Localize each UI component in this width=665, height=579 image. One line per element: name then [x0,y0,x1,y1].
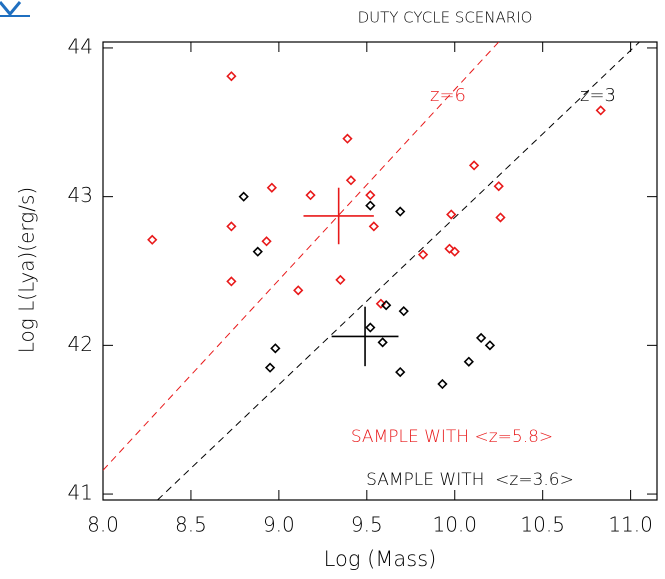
point [595,105,606,116]
point [345,175,357,186]
chart-title: DUTY CYCLE SCENARIO [358,9,533,27]
legend-entry: SAMPLE WITH <z=3.6> [366,470,574,490]
point [261,236,272,247]
line-label: z=6 [430,85,466,106]
point [395,366,406,378]
point [444,243,455,254]
x-tick-label: 8.0 [87,513,119,537]
point [495,212,506,223]
point [395,206,406,217]
x-tick-label: 10.0 [432,513,477,537]
x-tick-label: 11.0 [608,513,653,537]
point [266,182,277,193]
y-tick-label: 42 [68,332,93,356]
point [365,200,376,211]
point [417,249,429,260]
cropped-logo [0,1,22,17]
point [252,246,263,257]
y-tick-label: 44 [68,34,93,58]
x-tick-label: 8.5 [175,513,207,537]
point [305,190,316,201]
y-axis-label: Log L(Lya)(erg/s) [15,187,39,353]
point [484,340,496,351]
plot-frame [102,41,658,501]
point [365,190,376,201]
point [147,234,158,245]
point [446,209,457,220]
point [375,298,387,309]
point [226,221,237,232]
point [398,306,409,317]
y-tick-label: 43 [68,183,93,207]
x-axis-label: Log (Mass) [324,547,437,571]
point [342,133,353,144]
point [226,276,237,287]
point [293,285,304,296]
point [270,343,281,354]
line-label: z=3 [580,85,616,106]
point [238,191,249,202]
x-tick-label: 9.5 [351,513,383,537]
point [381,300,392,311]
point [493,181,504,192]
point [463,356,474,367]
point [368,221,379,232]
reference-line [157,42,640,500]
point [449,246,460,257]
point [437,378,448,390]
point [468,160,480,171]
reference-line [103,42,500,471]
x-tick-label: 9.0 [263,513,295,537]
point [377,337,388,348]
point [475,332,487,344]
y-tick-label: 41 [68,481,93,505]
legend-entry: SAMPLE WITH <z=5.8> [351,427,553,447]
point [335,274,346,286]
x-tick-label: 10.5 [520,513,565,537]
point [226,71,237,82]
point [365,322,376,333]
point [264,362,276,373]
